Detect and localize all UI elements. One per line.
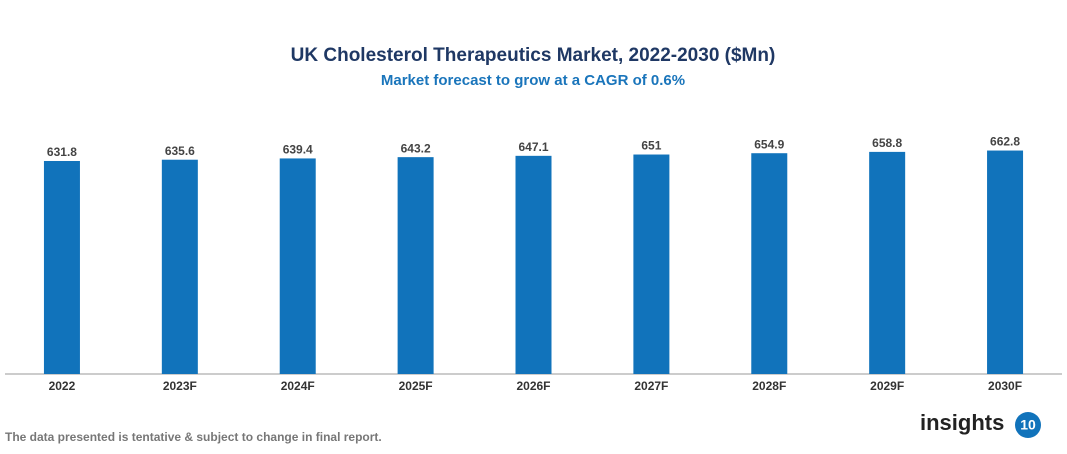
logo-badge-text: 10 [1020, 417, 1036, 433]
data-label: 639.4 [283, 143, 313, 157]
bar [397, 157, 434, 374]
x-tick-label: 2025F [399, 379, 433, 393]
bar [633, 154, 670, 374]
x-tick-label: 2027F [634, 379, 668, 393]
chart-subtitle: Market forecast to grow at a CAGR of 0.6… [381, 72, 685, 89]
x-tick-label: 2029F [870, 379, 904, 393]
x-tick-label: 2028F [752, 379, 786, 393]
x-tick-label: 2022 [49, 379, 76, 393]
x-tick-label: 2026F [516, 379, 550, 393]
footnote: The data presented is tentative & subjec… [5, 430, 382, 444]
data-label: 654.9 [754, 137, 784, 151]
bar [987, 150, 1024, 374]
bar [515, 155, 552, 374]
chart-title: UK Cholesterol Therapeutics Market, 2022… [291, 45, 776, 66]
bar [279, 158, 316, 374]
data-label: 643.2 [401, 141, 431, 155]
x-tick-label: 2030F [988, 379, 1022, 393]
data-label: 635.6 [165, 144, 195, 158]
bar [161, 159, 198, 374]
data-label: 658.8 [872, 136, 902, 150]
data-label: 662.8 [990, 135, 1020, 149]
x-tick-label: 2024F [281, 379, 315, 393]
bar [869, 151, 906, 374]
x-tick-label: 2023F [163, 379, 197, 393]
data-label: 631.8 [47, 145, 77, 159]
data-label: 651 [641, 139, 661, 153]
logo-badge [1015, 412, 1041, 438]
bar [751, 153, 788, 374]
data-label: 647.1 [518, 140, 548, 154]
bar [43, 160, 80, 374]
logo-text: insights [920, 410, 1004, 435]
